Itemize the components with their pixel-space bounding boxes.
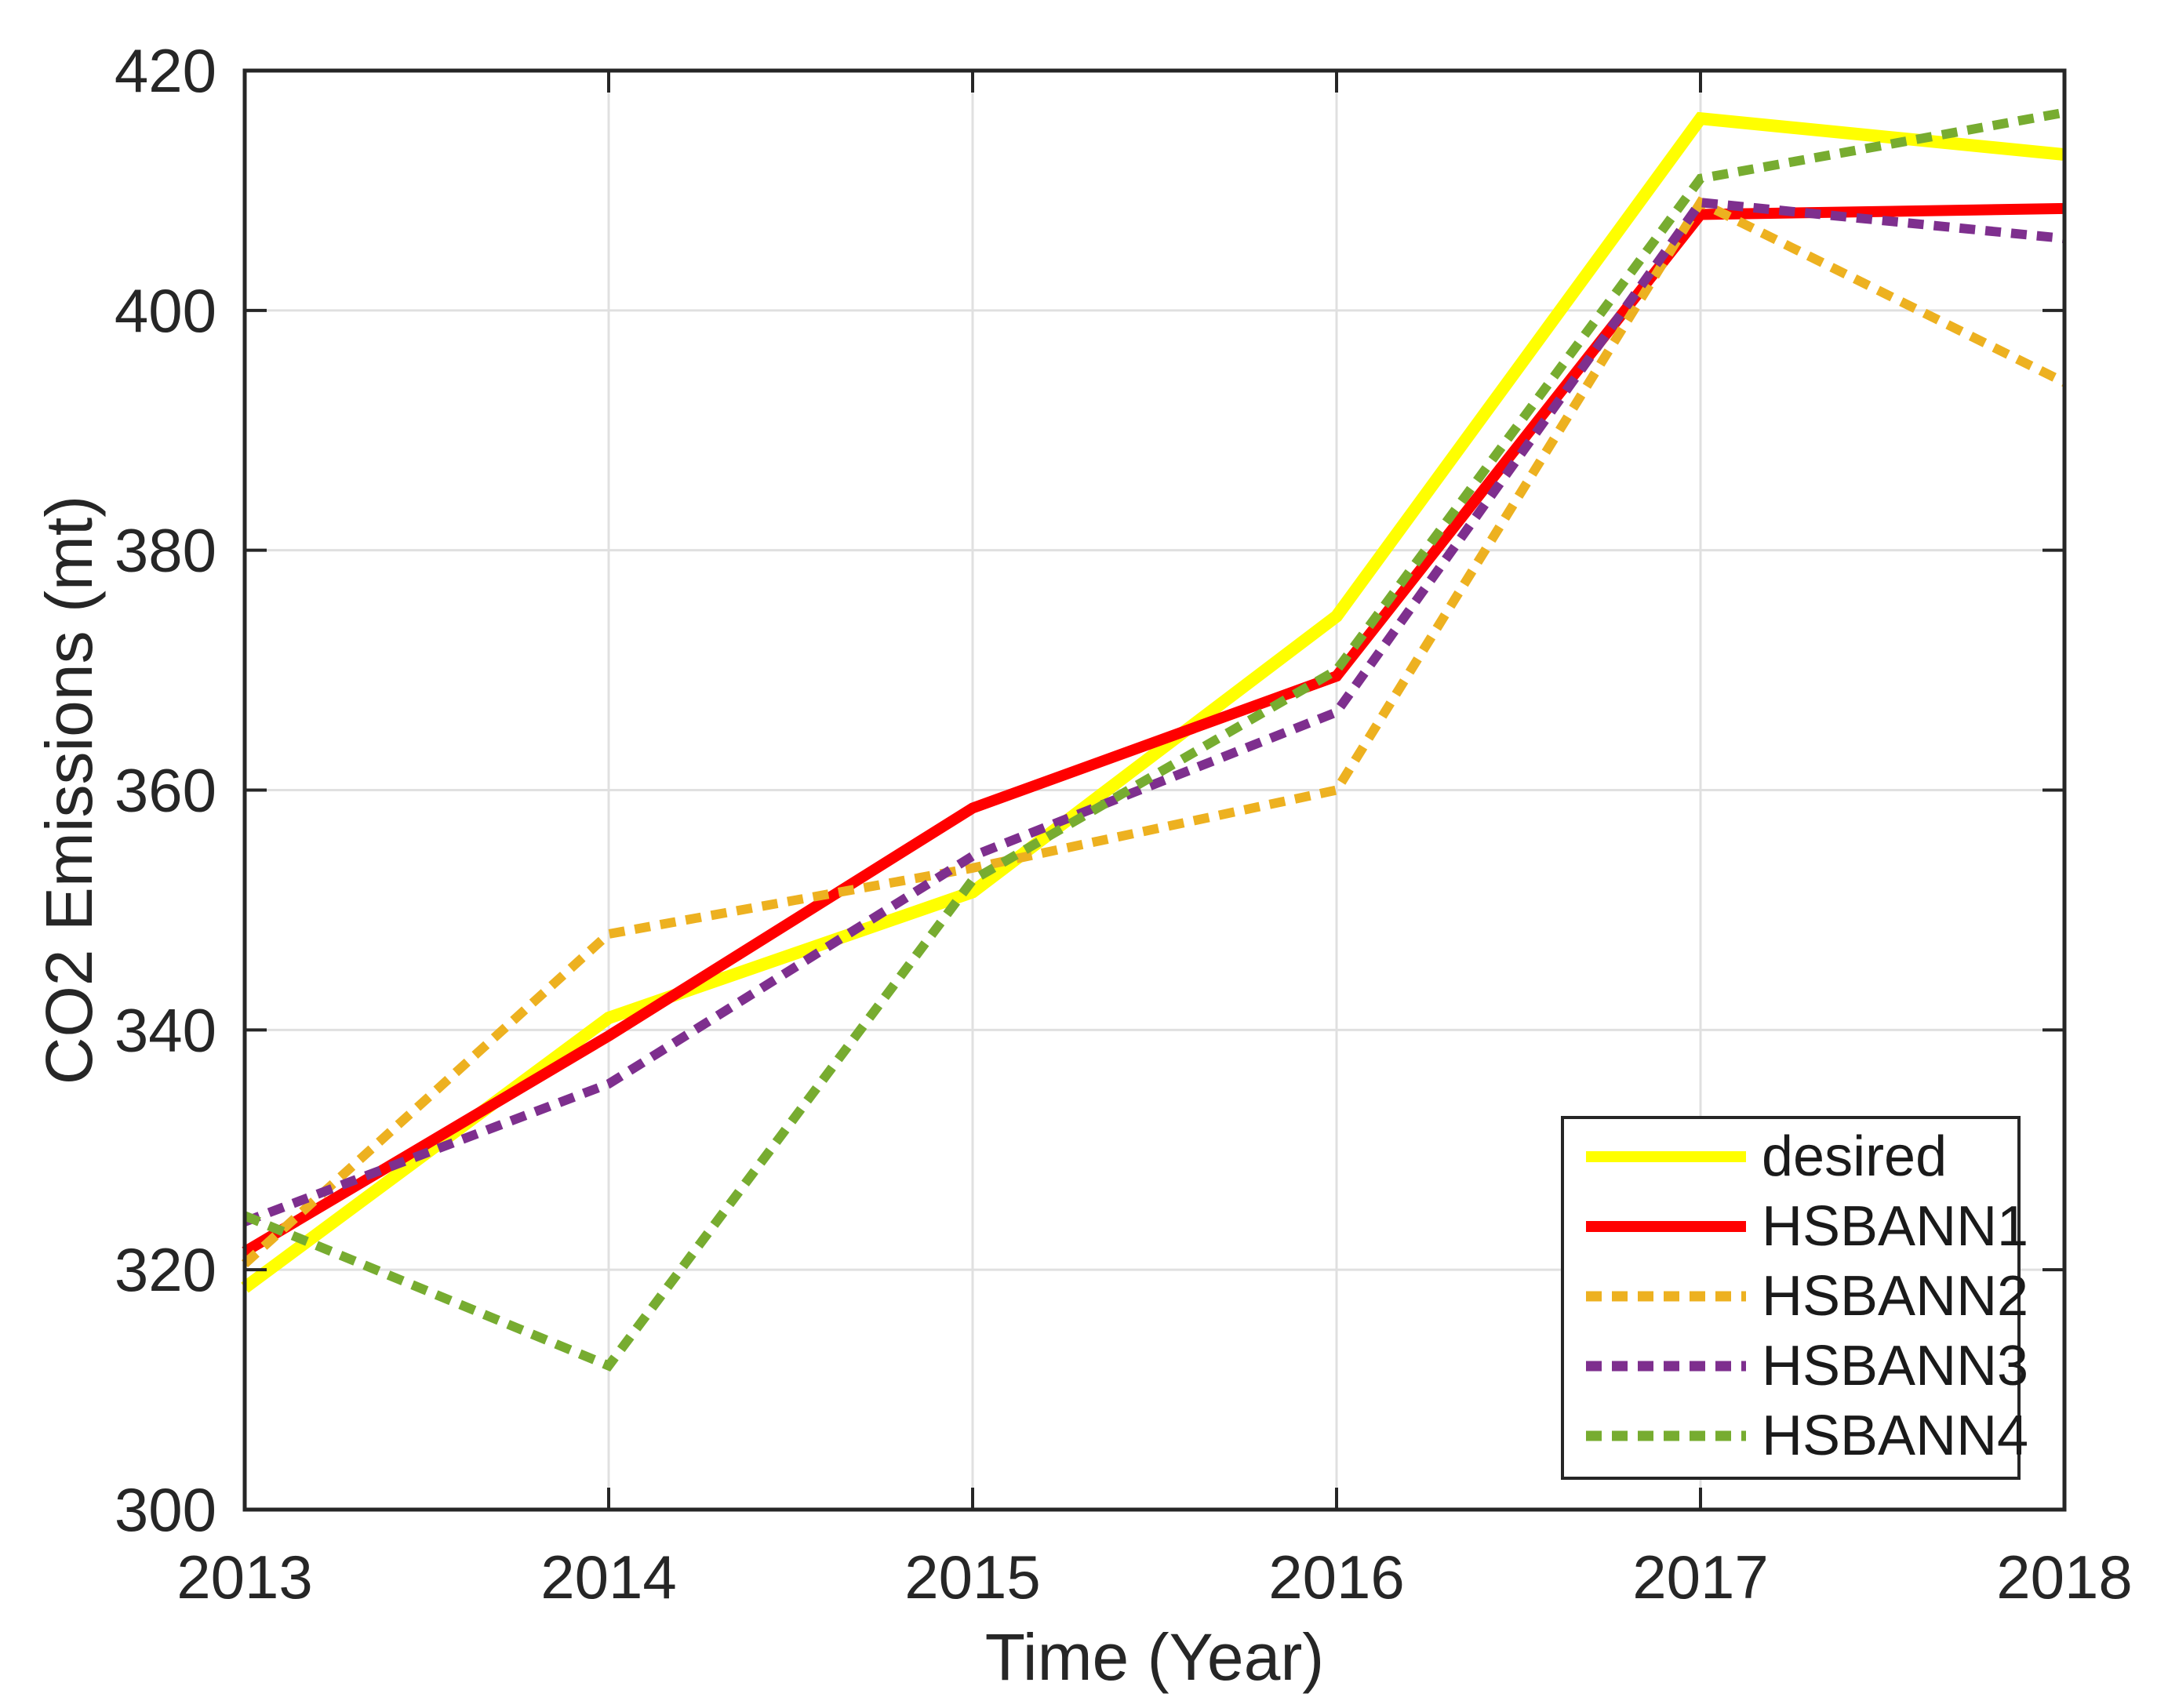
legend-label-HSBANN2: HSBANN2	[1762, 1265, 2028, 1328]
series-line-HSBANN1	[242, 202, 2065, 1257]
y-tick-label: 380	[115, 516, 216, 585]
y-tick-label: 320	[115, 1235, 216, 1304]
legend-label-HSBANN1: HSBANN1	[1762, 1195, 2028, 1258]
y-tick-label: 420	[115, 36, 216, 105]
x-tick-label: 2017	[1632, 1543, 1769, 1612]
y-tick-label: 400	[115, 276, 216, 345]
x-tick-label: 2014	[540, 1543, 677, 1612]
series-layer	[241, 107, 2067, 1372]
x-tick-label: 2016	[1268, 1543, 1405, 1612]
legend-label-HSBANN4: HSBANN4	[1762, 1405, 2028, 1467]
label-layer: 300 320 340 360 380 400 420 2013 2014 2015 2016 201…	[32, 36, 2133, 1694]
x-axis-label: Time (Year)	[985, 1620, 1325, 1694]
legend: desired HSBANN1 HSBANN2 HSBANN3 HSBANN4	[1561, 1116, 2028, 1480]
x-tick-label: 2018	[1996, 1543, 2133, 1612]
y-tick-label: 360	[115, 756, 216, 825]
series-line-HSBANN3	[242, 197, 2065, 1226]
series-line-desired	[241, 111, 2065, 1293]
x-tick-label: 2015	[904, 1543, 1041, 1612]
x-tick-label: 2013	[176, 1543, 313, 1612]
axes-layer	[242, 68, 2067, 1512]
y-tick-label: 340	[115, 995, 216, 1064]
y-tick-label: 300	[115, 1475, 216, 1544]
legend-label-desired: desired	[1762, 1125, 1947, 1188]
y-axis-label: CO2 Emissions (mt)	[32, 496, 106, 1085]
legend-label-HSBANN3: HSBANN3	[1762, 1335, 2028, 1397]
series-line-HSBANN2	[241, 196, 2067, 1267]
